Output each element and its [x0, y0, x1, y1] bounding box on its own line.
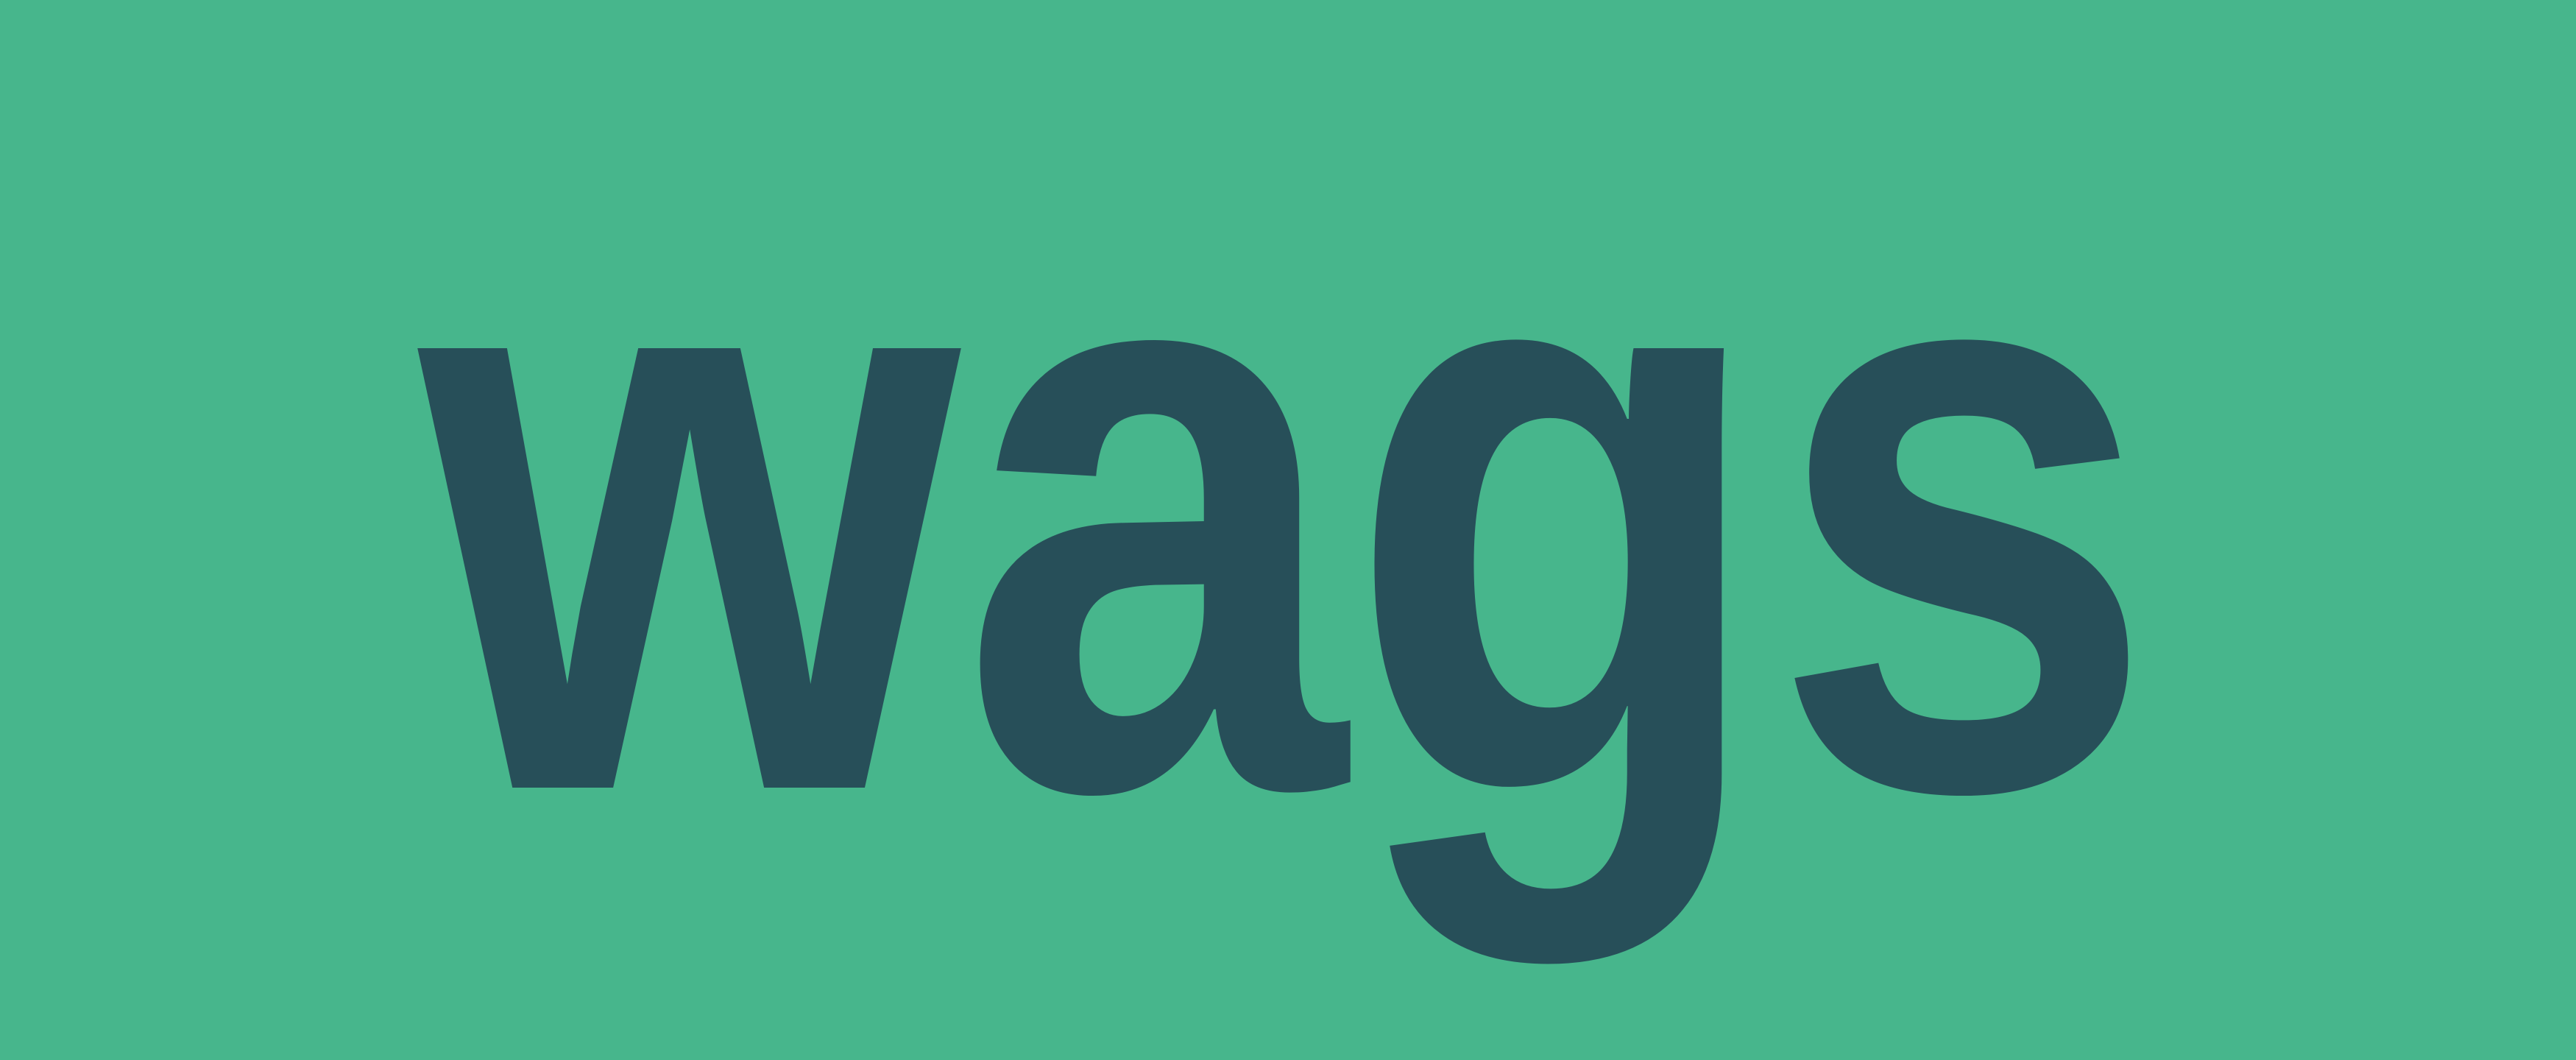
wordmark-text: wags [408, 35, 2156, 969]
